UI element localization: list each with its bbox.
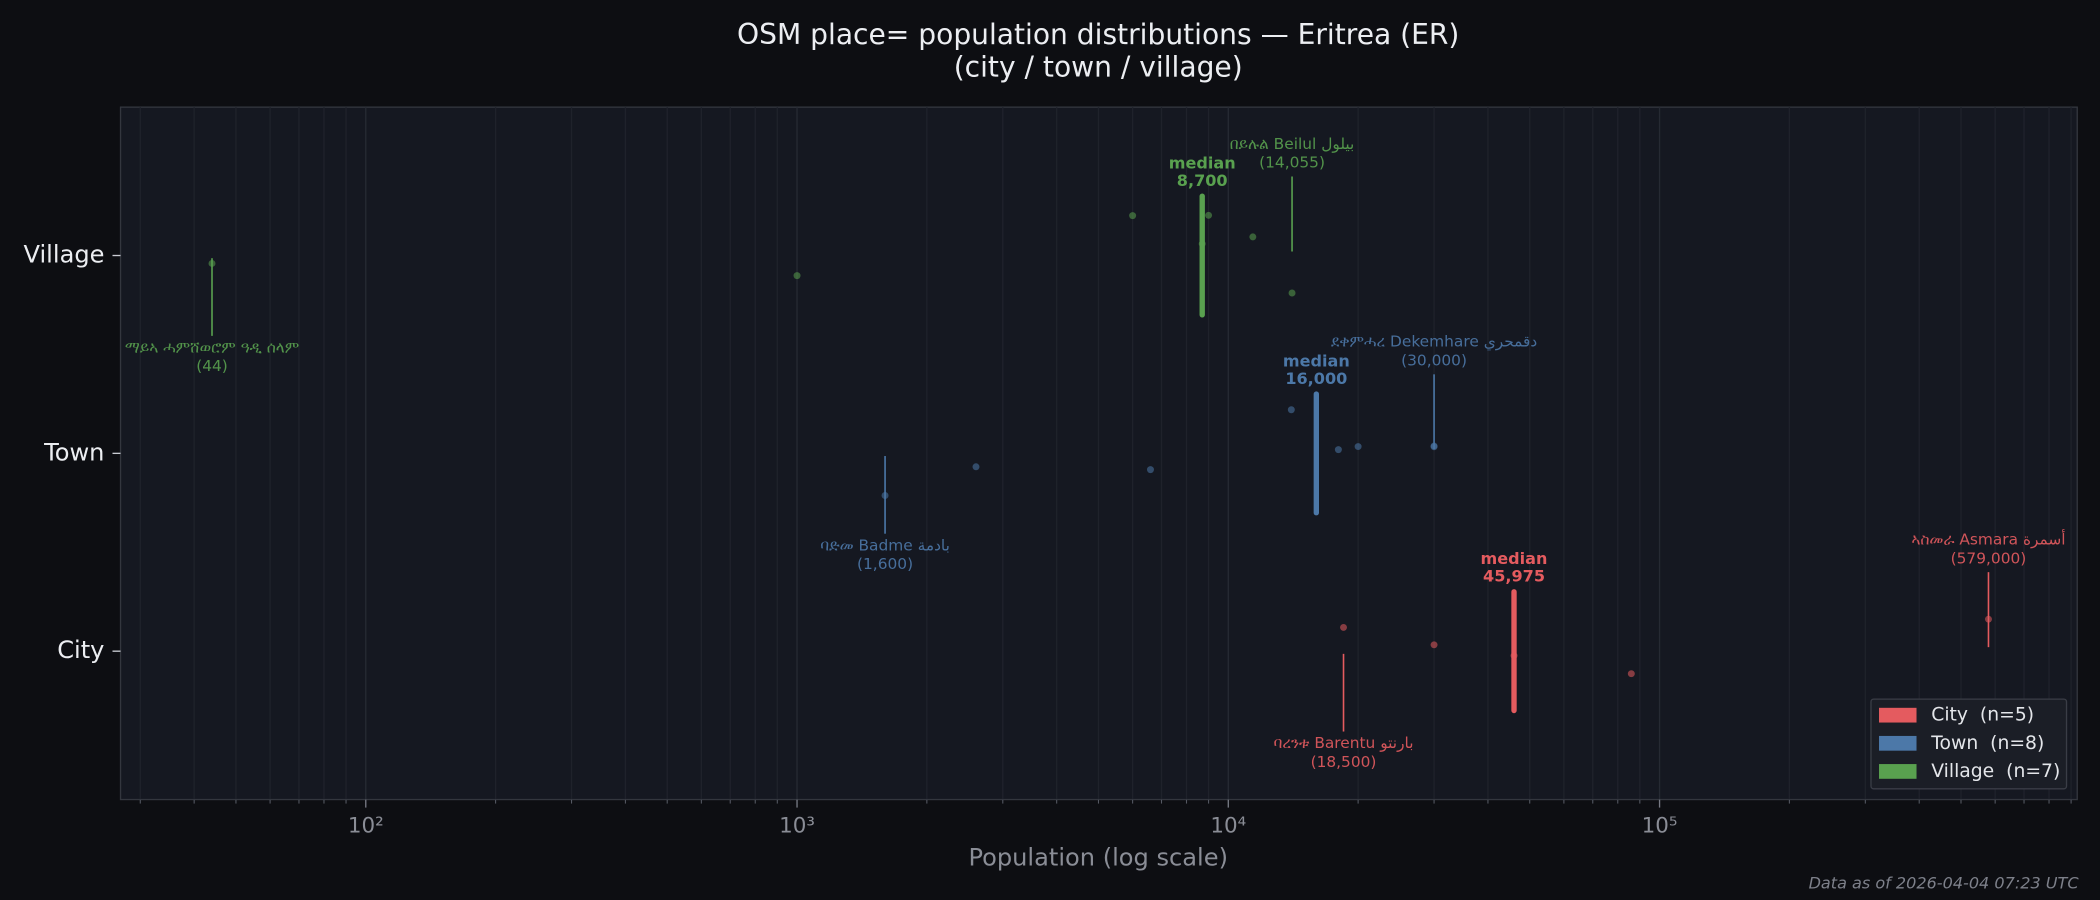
x-tick-label: 10⁴ — [1210, 813, 1246, 838]
x-tick-label: 10⁵ — [1642, 813, 1678, 838]
median-title: median — [1283, 351, 1350, 370]
legend-box — [1870, 698, 2068, 790]
data-point — [1146, 466, 1154, 474]
annotation-value: (1,600) — [857, 555, 913, 573]
annotation-value: (579,000) — [1951, 549, 2027, 567]
data-point — [1129, 212, 1137, 220]
annotation-name: ባድመ Badme بادمة — [820, 536, 950, 554]
grid — [112, 107, 2072, 808]
median-title: median — [1481, 549, 1548, 568]
data-point — [1340, 623, 1347, 631]
annotation-value: (14,055) — [1259, 154, 1325, 172]
marks — [208, 176, 1992, 732]
x-tick-label: 10³ — [779, 813, 815, 838]
legend-label: Village (n=7) — [1931, 761, 2060, 782]
annotation-name: ማይኣ ሓምሸወሮም ዓዲ ሰላም — [125, 338, 299, 356]
legend-swatch — [1879, 735, 1917, 751]
legend-label: Town (n=8) — [1930, 733, 2044, 754]
data-point — [1249, 233, 1257, 241]
data-point — [1627, 670, 1635, 678]
data-point — [1205, 211, 1213, 219]
y-tick-label: City — [57, 636, 104, 664]
median-label: 8,700 — [1177, 171, 1228, 190]
annotation-name: ደቀምሓረ Dekemhare دقمحري — [1331, 333, 1537, 352]
chart-subtitle: (city / town / village) — [954, 50, 1243, 83]
data-point — [793, 272, 801, 280]
annotation-name: ኣስመራ Asmara أسمرة — [1911, 530, 2065, 549]
chart-title: OSM place= population distributions — Er… — [737, 18, 1459, 51]
x-axis-label: Population (log scale) — [968, 843, 1228, 871]
data-point — [1288, 289, 1296, 297]
y-tick-label: Village — [24, 241, 105, 269]
legend-label: City (n=5) — [1931, 705, 2034, 726]
annotation-value: (18,500) — [1311, 753, 1377, 771]
legend-swatch — [1879, 764, 1917, 779]
data-point — [1334, 446, 1342, 454]
annotation-name: በይሉል Beilul بيلول — [1230, 135, 1355, 153]
data-point — [1287, 406, 1295, 414]
median-label: 16,000 — [1285, 369, 1347, 388]
legend: City (n=5) Town (n=8) Village (n=7) — [1870, 698, 2068, 790]
legend-swatch — [1879, 707, 1917, 723]
data-point — [1354, 443, 1362, 451]
data-point — [972, 463, 980, 471]
data-point — [1430, 641, 1438, 649]
annotation-value: (44) — [196, 357, 228, 375]
x-tick-label: 10² — [348, 813, 384, 838]
annotation-value: (30,000) — [1401, 351, 1467, 369]
median-label: 45,975 — [1483, 567, 1545, 586]
footer: Data as of 2026-04-04 07:23 UTC — [1809, 873, 2080, 892]
y-tick-label: Town — [43, 438, 104, 466]
median-title: median — [1169, 154, 1236, 173]
annotation-name: ባረንቱ Barentu بارنتو — [1274, 734, 1414, 752]
